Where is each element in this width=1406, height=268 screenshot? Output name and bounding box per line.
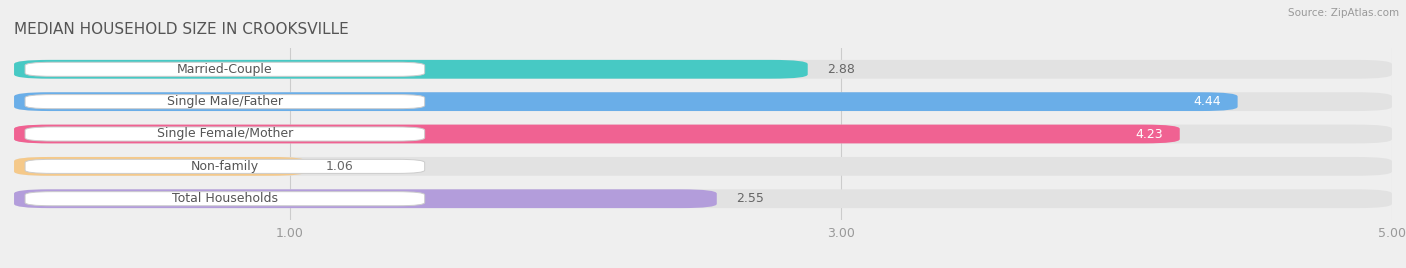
Text: Single Male/Father: Single Male/Father bbox=[167, 95, 283, 108]
Text: Married-Couple: Married-Couple bbox=[177, 63, 273, 76]
FancyBboxPatch shape bbox=[14, 189, 1392, 208]
Text: Source: ZipAtlas.com: Source: ZipAtlas.com bbox=[1288, 8, 1399, 18]
Text: 2.55: 2.55 bbox=[737, 192, 763, 205]
Text: Total Households: Total Households bbox=[172, 192, 278, 205]
Text: Single Female/Mother: Single Female/Mother bbox=[156, 128, 292, 140]
Text: 4.44: 4.44 bbox=[1194, 95, 1220, 108]
FancyBboxPatch shape bbox=[14, 92, 1392, 111]
FancyBboxPatch shape bbox=[14, 157, 1392, 176]
FancyBboxPatch shape bbox=[14, 60, 1392, 79]
FancyBboxPatch shape bbox=[14, 125, 1180, 143]
Text: MEDIAN HOUSEHOLD SIZE IN CROOKSVILLE: MEDIAN HOUSEHOLD SIZE IN CROOKSVILLE bbox=[14, 22, 349, 37]
FancyBboxPatch shape bbox=[14, 92, 1237, 111]
Text: 4.23: 4.23 bbox=[1136, 128, 1163, 140]
FancyBboxPatch shape bbox=[25, 127, 425, 141]
FancyBboxPatch shape bbox=[25, 192, 425, 206]
Text: Non-family: Non-family bbox=[191, 160, 259, 173]
FancyBboxPatch shape bbox=[25, 95, 425, 109]
Text: 2.88: 2.88 bbox=[827, 63, 855, 76]
FancyBboxPatch shape bbox=[25, 159, 425, 173]
FancyBboxPatch shape bbox=[14, 157, 307, 176]
FancyBboxPatch shape bbox=[14, 60, 807, 79]
FancyBboxPatch shape bbox=[14, 125, 1392, 143]
Text: 1.06: 1.06 bbox=[325, 160, 353, 173]
FancyBboxPatch shape bbox=[14, 189, 717, 208]
FancyBboxPatch shape bbox=[25, 62, 425, 76]
